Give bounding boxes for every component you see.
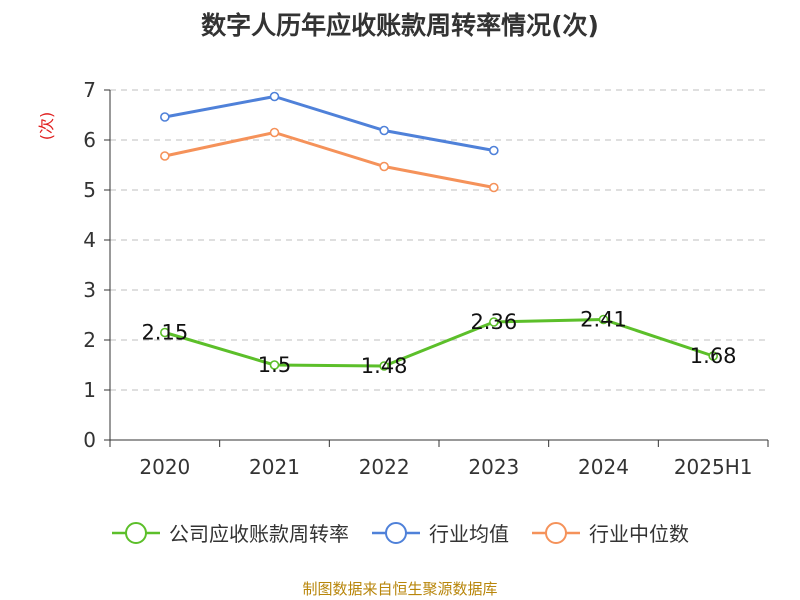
x-tick-label: 2024 (578, 455, 629, 479)
data-label: 1.68 (690, 344, 737, 368)
legend: 公司应收账款周转率 行业均值 行业中位数 (0, 518, 800, 547)
legend-label: 行业均值 (429, 522, 509, 546)
legend-label: 公司应收账款周转率 (169, 522, 349, 546)
y-tick-label: 4 (83, 228, 96, 252)
series-line (164, 318, 714, 368)
data-point (160, 151, 170, 161)
series-line (164, 95, 495, 152)
legend-marker-icon (372, 521, 420, 544)
x-tick-label: 2023 (468, 455, 519, 479)
data-point (489, 182, 499, 193)
data-point (379, 361, 389, 371)
y-tick-label: 0 (83, 428, 96, 452)
x-tick-label: 2021 (249, 455, 300, 479)
data-point (269, 127, 280, 138)
y-tick-label: 5 (83, 178, 96, 202)
x-tick-label: 2022 (359, 455, 410, 479)
data-label: 2.36 (470, 310, 517, 334)
data-label: 1.5 (258, 353, 291, 377)
data-point (269, 360, 280, 370)
legend-item[interactable]: 公司应收账款周转率 (111, 518, 349, 547)
legend-circle (125, 521, 147, 544)
legend-marker-icon (112, 521, 160, 544)
data-point (160, 327, 170, 338)
chart-title: 数字人历年应收账款周转率情况(次) (201, 11, 599, 40)
data-point (269, 91, 280, 102)
y-tick-label: 3 (83, 278, 96, 302)
legend-marker-icon (532, 521, 580, 544)
y-tick-label: 7 (83, 78, 96, 102)
data-point (379, 125, 389, 136)
data-label: 1.48 (361, 354, 408, 378)
data-label: 2.15 (141, 321, 188, 345)
data-point (708, 351, 718, 361)
data-point (598, 314, 609, 325)
data-source-note: 制图数据来自恒生聚源数据库 (302, 580, 498, 598)
data-label: 2.41 (580, 308, 627, 332)
y-axis-title: (次) (37, 112, 56, 141)
legend-circle (545, 521, 567, 544)
y-tick-label: 2 (83, 328, 96, 352)
legend-item[interactable]: 行业中位数 (531, 518, 689, 547)
data-point (160, 112, 170, 122)
legend-label: 行业中位数 (589, 522, 689, 546)
y-tick-label: 6 (83, 128, 96, 152)
data-point (379, 161, 389, 172)
data-point (489, 145, 499, 156)
legend-item[interactable]: 行业均值 (371, 518, 509, 547)
y-tick-label: 1 (83, 378, 96, 402)
series-line (164, 131, 495, 189)
x-tick-label: 2020 (139, 455, 190, 479)
x-tick-label: 2025H1 (674, 455, 753, 479)
legend-circle (385, 521, 407, 544)
data-point (489, 317, 499, 327)
